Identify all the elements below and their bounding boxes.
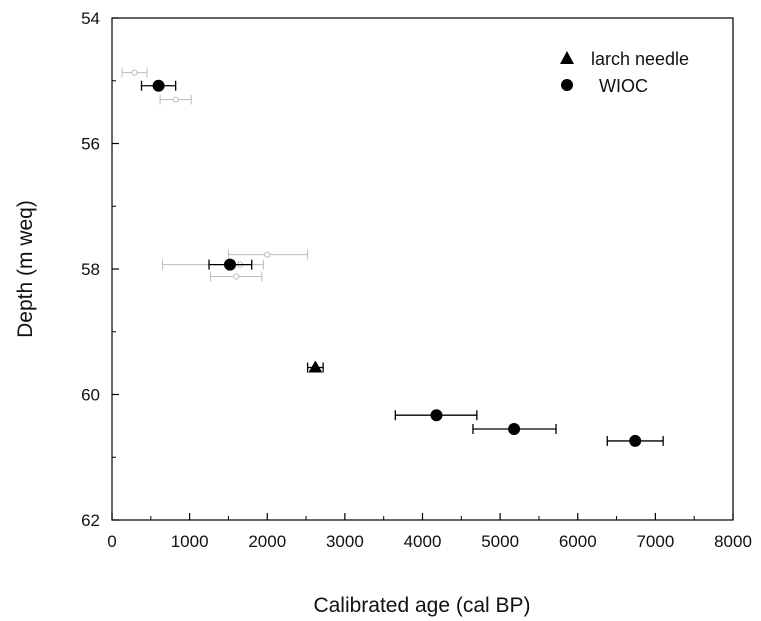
x-tick-label: 6000 xyxy=(559,532,597,551)
data-point-open-circle xyxy=(233,273,240,280)
y-tick-label: 56 xyxy=(81,135,100,154)
data-point-circle xyxy=(152,79,165,92)
x-axis-title: Calibrated age (cal BP) xyxy=(313,594,530,617)
y-tick-label: 62 xyxy=(81,511,100,530)
data-point-open-circle xyxy=(131,69,138,76)
x-tick-label: 3000 xyxy=(326,532,364,551)
tick-labels: 0 1000 2000 3000 4000 5000 6000 7000 8000 54 56 58 6… xyxy=(81,9,752,551)
legend-circle-marker xyxy=(561,79,573,91)
data-point-triangle xyxy=(308,360,323,373)
y-tick-label: 58 xyxy=(81,260,100,279)
x-tick-label: 2000 xyxy=(248,532,286,551)
data-point-open-circle xyxy=(264,251,271,258)
legend-triangle-marker xyxy=(560,51,574,64)
data-point-circle xyxy=(508,423,521,436)
x-tick-label: 1000 xyxy=(171,532,209,551)
data-point-circle xyxy=(629,434,642,447)
y-tick-label: 54 xyxy=(81,9,100,28)
x-tick-label: 0 xyxy=(107,532,116,551)
y-tick-label: 60 xyxy=(81,386,100,405)
x-tick-label: 7000 xyxy=(636,532,674,551)
data-point-open-circle xyxy=(172,96,179,103)
x-tick-label: 4000 xyxy=(404,532,442,551)
data-point-circle xyxy=(430,409,443,422)
legend-label-larch-needle: larch needle xyxy=(591,49,689,69)
x-tick-label: 5000 xyxy=(481,532,519,551)
legend-label-wioc: WIOC xyxy=(599,76,648,96)
legend: larch needle WIOC xyxy=(560,49,689,96)
data-marks xyxy=(121,67,664,447)
axis-ticks xyxy=(111,17,734,521)
y-axis-title: Depth (m weq) xyxy=(14,200,37,338)
x-tick-label: 8000 xyxy=(714,532,752,551)
data-point-circle xyxy=(223,258,236,271)
